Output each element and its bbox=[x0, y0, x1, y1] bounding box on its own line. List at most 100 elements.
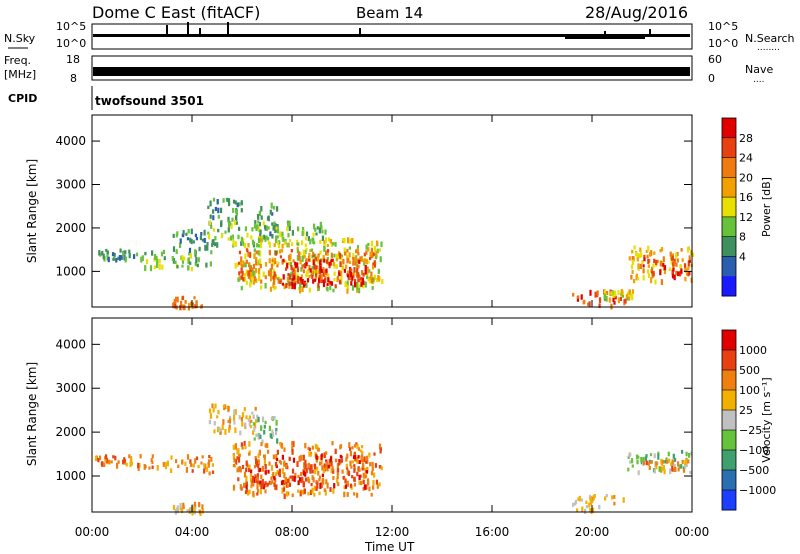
data-cell bbox=[112, 455, 115, 459]
data-cell bbox=[175, 234, 178, 238]
data-cell bbox=[360, 455, 363, 462]
data-cell bbox=[277, 278, 280, 284]
data-cell bbox=[340, 275, 343, 281]
data-cell bbox=[361, 458, 364, 463]
data-cell bbox=[274, 286, 277, 290]
data-cell bbox=[276, 449, 279, 455]
nsky-tick-bottom: 10^0 bbox=[56, 37, 86, 50]
data-cell bbox=[339, 252, 342, 259]
data-cell bbox=[195, 456, 199, 460]
colorbar-tick-label: 500 bbox=[739, 364, 760, 377]
data-cell bbox=[353, 492, 356, 496]
data-cell bbox=[208, 419, 211, 425]
data-cell bbox=[256, 476, 259, 483]
data-cell bbox=[613, 301, 616, 305]
data-cell bbox=[244, 490, 248, 495]
data-cell bbox=[233, 420, 236, 425]
data-cell bbox=[98, 455, 102, 461]
data-cell bbox=[193, 501, 197, 508]
data-cell bbox=[233, 219, 237, 226]
data-cell bbox=[128, 454, 131, 459]
data-cell bbox=[642, 456, 645, 461]
data-cell bbox=[264, 470, 267, 474]
data-cell bbox=[316, 444, 319, 450]
data-cell bbox=[245, 281, 248, 285]
data-cell bbox=[194, 262, 197, 267]
data-cell bbox=[187, 229, 190, 234]
data-cell bbox=[361, 258, 364, 262]
data-cell bbox=[208, 408, 212, 414]
data-cell bbox=[232, 484, 236, 491]
data-cell bbox=[672, 274, 675, 279]
y-tick-label: 2000 bbox=[55, 221, 86, 235]
data-cell bbox=[371, 251, 374, 258]
data-cell bbox=[186, 454, 190, 460]
data-cell bbox=[636, 256, 639, 262]
data-cell bbox=[217, 410, 220, 415]
data-cell bbox=[358, 480, 361, 485]
data-cell bbox=[201, 455, 204, 459]
data-cell bbox=[210, 225, 213, 229]
data-cell bbox=[295, 276, 298, 283]
data-cell bbox=[354, 278, 357, 283]
data-cell bbox=[252, 280, 255, 285]
data-cell bbox=[626, 295, 629, 301]
data-cell bbox=[179, 503, 182, 508]
data-cell bbox=[279, 280, 282, 284]
data-cell bbox=[613, 290, 617, 296]
data-cell bbox=[267, 215, 270, 222]
data-cell bbox=[323, 463, 326, 468]
data-cell bbox=[254, 422, 257, 429]
data-cell bbox=[299, 288, 302, 294]
data-cell bbox=[166, 460, 169, 467]
data-cell bbox=[352, 262, 355, 266]
data-cell bbox=[364, 474, 368, 478]
data-cell bbox=[283, 240, 286, 245]
data-cell bbox=[589, 289, 592, 296]
data-cell bbox=[307, 462, 310, 468]
nsearch-label: N.Search bbox=[745, 32, 795, 45]
data-cell bbox=[323, 488, 326, 492]
data-cell bbox=[333, 483, 336, 489]
data-cell bbox=[655, 461, 658, 466]
colorbar-tick-label: 4 bbox=[739, 250, 746, 263]
data-cell bbox=[191, 302, 194, 308]
data-cell bbox=[333, 271, 336, 276]
data-cell bbox=[322, 468, 325, 474]
data-cell bbox=[670, 462, 673, 467]
data-cell bbox=[210, 456, 213, 462]
data-cell bbox=[304, 459, 307, 465]
colorbar-tick-label: 16 bbox=[739, 191, 753, 204]
freq-panel: Freq. [MHz] 18 8 60 0 Nave .... bbox=[4, 53, 773, 85]
data-cell bbox=[279, 231, 282, 237]
data-cell bbox=[368, 452, 371, 458]
x-tick-label: 00:00 bbox=[75, 525, 110, 539]
data-cell bbox=[283, 472, 286, 479]
data-cell bbox=[369, 275, 372, 280]
data-cell bbox=[228, 201, 231, 207]
data-cell bbox=[649, 453, 653, 457]
data-cell bbox=[628, 289, 631, 295]
data-cell bbox=[678, 271, 681, 277]
data-cell bbox=[106, 250, 109, 255]
freq-trace bbox=[93, 67, 690, 76]
data-cell bbox=[260, 279, 263, 284]
data-cell bbox=[315, 232, 318, 236]
data-cell bbox=[648, 459, 651, 464]
data-cell bbox=[229, 235, 233, 241]
data-cell bbox=[253, 253, 256, 259]
nsearch-tick-bottom: 10^0 bbox=[708, 37, 738, 50]
x-tick-label: 00:00 bbox=[675, 525, 710, 539]
data-cell bbox=[375, 240, 379, 246]
data-cell bbox=[267, 237, 270, 241]
data-cell bbox=[241, 412, 245, 418]
data-cell bbox=[684, 460, 687, 466]
data-cell bbox=[313, 241, 316, 245]
data-cell bbox=[259, 434, 262, 439]
data-cell bbox=[321, 479, 324, 486]
data-cell bbox=[263, 429, 266, 435]
data-cell bbox=[250, 469, 253, 474]
data-cell bbox=[637, 263, 640, 270]
data-cell bbox=[217, 426, 220, 433]
data-cell bbox=[653, 469, 656, 474]
